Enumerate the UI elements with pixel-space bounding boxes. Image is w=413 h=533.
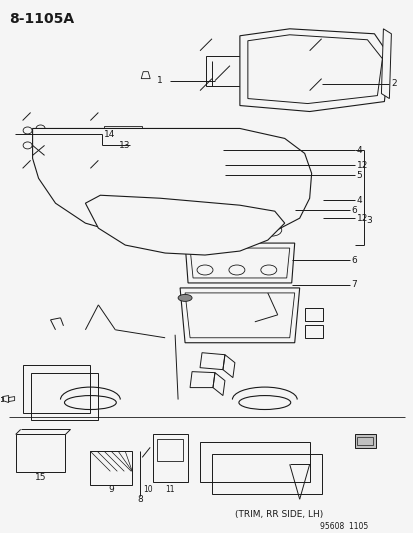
Text: (TRIM, RR SIDE, LH): (TRIM, RR SIDE, LH) (234, 510, 323, 519)
Bar (357, 438, 373, 446)
Text: 8-1105A: 8-1105A (9, 12, 74, 26)
Text: 10: 10 (143, 484, 153, 494)
Text: 14: 14 (104, 130, 116, 139)
Text: 95608  1105: 95608 1105 (319, 522, 367, 531)
Text: 6: 6 (351, 206, 356, 215)
Text: 15: 15 (35, 473, 46, 482)
Bar (16, 434, 65, 472)
Text: 5: 5 (356, 171, 361, 180)
Polygon shape (239, 29, 389, 111)
Text: 12: 12 (356, 214, 367, 223)
Bar (251, 56, 279, 86)
Text: 8: 8 (137, 495, 143, 504)
Bar (153, 434, 188, 482)
Text: 4: 4 (356, 146, 361, 155)
Text: 9: 9 (108, 484, 114, 494)
Text: 13: 13 (119, 141, 130, 150)
Text: 2: 2 (390, 79, 396, 88)
Text: 3: 3 (366, 216, 371, 224)
Text: 11: 11 (165, 484, 174, 494)
Bar (206, 56, 243, 86)
Bar (354, 434, 375, 448)
Bar (104, 126, 142, 161)
Bar (90, 451, 132, 485)
Polygon shape (33, 128, 311, 240)
Text: 4: 4 (356, 196, 361, 205)
Text: 1: 1 (157, 76, 163, 85)
Ellipse shape (178, 294, 192, 301)
Bar (263, 63, 271, 71)
Polygon shape (85, 195, 284, 255)
Polygon shape (247, 35, 382, 103)
Text: 6: 6 (351, 255, 356, 264)
Text: 7: 7 (351, 280, 356, 289)
Text: 12: 12 (356, 161, 367, 170)
Bar (157, 439, 183, 462)
Polygon shape (380, 29, 390, 99)
